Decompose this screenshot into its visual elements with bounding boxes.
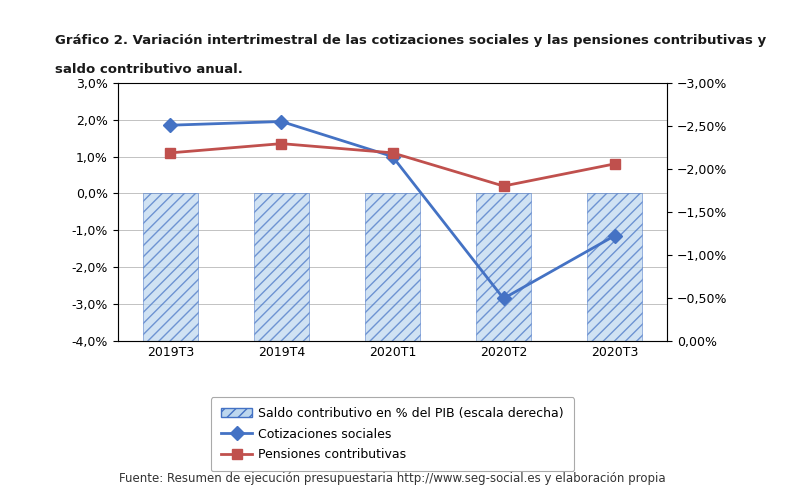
Bar — [586, 193, 642, 341]
Bar — [254, 193, 309, 341]
Bar — [365, 193, 420, 341]
Bar — [476, 193, 531, 341]
Legend: Saldo contributivo en % del PIB (escala derecha), Cotizaciones sociales, Pension: Saldo contributivo en % del PIB (escala … — [211, 397, 574, 471]
Text: saldo contributivo anual.: saldo contributivo anual. — [55, 63, 243, 76]
Bar — [143, 193, 199, 341]
Text: Gráfico 2. Variación intertrimestral de las cotizaciones sociales y las pensione: Gráfico 2. Variación intertrimestral de … — [55, 34, 766, 47]
Text: Fuente: Resumen de ejecución presupuestaria http://www.seg-social.es y elaboraci: Fuente: Resumen de ejecución presupuesta… — [119, 471, 666, 485]
